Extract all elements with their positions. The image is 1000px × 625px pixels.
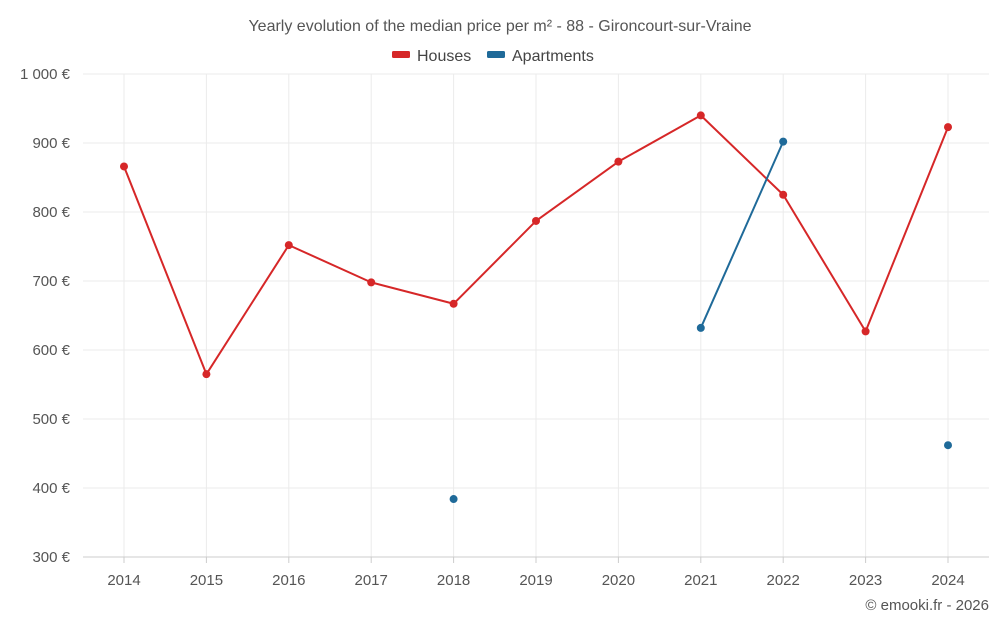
y-tick-label: 700 €: [32, 273, 70, 290]
series-houses: [120, 111, 952, 379]
houses-point-2018[interactable]: [449, 299, 458, 308]
y-tick-label: 500 €: [32, 411, 70, 428]
x-tick-label: 2019: [519, 572, 552, 589]
apartments-point-2024[interactable]: [944, 441, 952, 450]
chart-title: Yearly evolution of the median price per…: [248, 18, 751, 35]
houses-point-2024[interactable]: [944, 123, 952, 132]
x-tick-label: 2021: [684, 572, 717, 589]
credit-text: © emooki.fr - 2026: [865, 597, 989, 614]
legend-swatch-apartments: [487, 51, 505, 58]
series-apartments: [449, 137, 952, 504]
houses-line-segment: [535, 160, 620, 222]
houses-line-segment: [699, 114, 785, 196]
y-tick-label: 600 €: [32, 342, 70, 359]
x-tick-label: 2018: [437, 572, 470, 589]
houses-point-2022[interactable]: [779, 190, 788, 199]
legend-swatch-houses: [392, 51, 410, 58]
houses-point-2014[interactable]: [120, 162, 128, 171]
houses-point-2016[interactable]: [284, 241, 293, 250]
legend: Houses Apartments: [392, 48, 594, 65]
houses-point-2017[interactable]: [367, 278, 376, 287]
x-tick-label: 2014: [107, 572, 140, 589]
houses-line-segment: [617, 114, 702, 163]
y-tick-label: 800 €: [32, 204, 70, 221]
apartments-point-2021[interactable]: [696, 323, 705, 332]
y-tick-label: 900 €: [32, 135, 70, 152]
x-tick-label: 2015: [190, 572, 223, 589]
y-tick-label: 1 000 €: [20, 66, 71, 83]
x-tick-label: 2020: [602, 572, 635, 589]
houses-point-2021[interactable]: [696, 111, 705, 120]
legend-label-apartments: Apartments: [512, 48, 594, 65]
legend-label-houses: Houses: [417, 48, 471, 65]
y-tick-label: 300 €: [32, 549, 70, 566]
y-tick-label: 400 €: [32, 480, 70, 497]
houses-line-segment: [370, 281, 455, 305]
houses-point-2015[interactable]: [202, 370, 211, 379]
series-layer: [120, 111, 952, 504]
apartments-line-segment: [699, 140, 785, 329]
houses-point-2019[interactable]: [532, 216, 540, 225]
houses-line-segment: [864, 126, 949, 333]
houses-line-segment: [452, 219, 537, 305]
axes: 300 € 400 € 500 € 600 € 700 € 800 € 900 € 1 000…: [20, 66, 989, 589]
houses-point-2023[interactable]: [861, 327, 870, 336]
x-tick-label: 2024: [931, 572, 964, 589]
apartments-point-2018[interactable]: [449, 495, 458, 504]
houses-line-segment: [782, 193, 867, 333]
x-tick-label: 2016: [272, 572, 305, 589]
x-tick-label: 2017: [355, 572, 388, 589]
apartments-point-2022[interactable]: [779, 137, 788, 146]
x-tick-label: 2023: [849, 572, 882, 589]
houses-line-segment: [123, 165, 208, 376]
houses-line-segment: [287, 244, 373, 284]
houses-line-segment: [205, 244, 290, 376]
x-tick-label: 2022: [767, 572, 800, 589]
houses-point-2020[interactable]: [614, 157, 623, 166]
grid: [83, 73, 989, 557]
legend-item-houses[interactable]: Houses: [392, 48, 471, 65]
legend-item-apartments[interactable]: Apartments: [487, 48, 594, 65]
